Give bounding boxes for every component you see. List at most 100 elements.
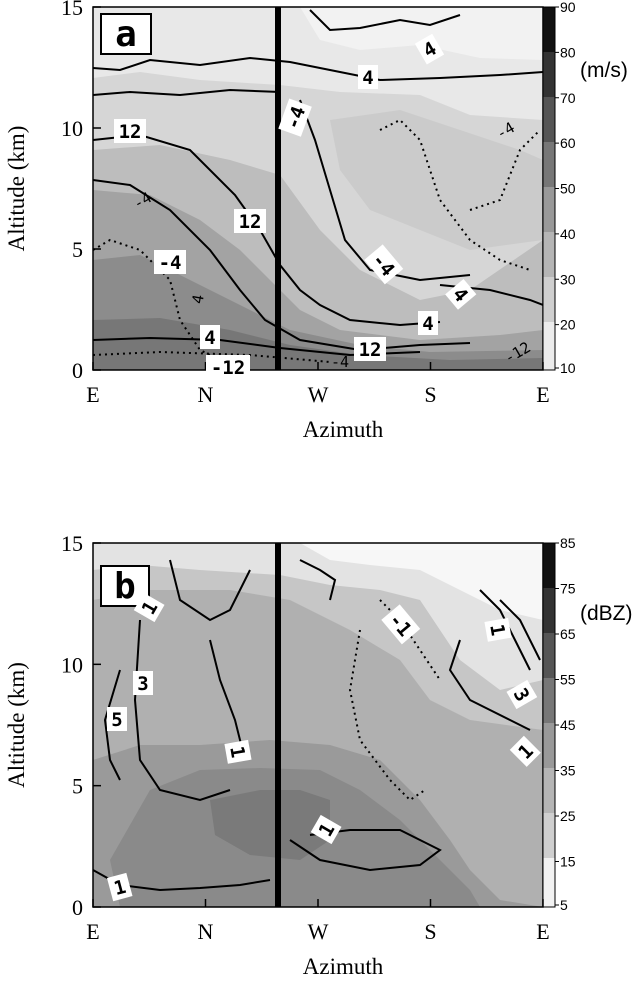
panel-a-contour-label-bg xyxy=(200,325,220,349)
panel-b-x-axis-title: Azimuth xyxy=(303,954,384,979)
panel-a-label: a xyxy=(115,14,137,55)
panel-a-contour-label: 12 xyxy=(354,337,386,361)
panel-a-contour-label-bg xyxy=(358,65,378,89)
panel-b-contour-label-bg xyxy=(484,617,512,642)
panel-a-y-tick-label: 5 xyxy=(72,237,83,262)
panel-b-colorbar-tick-label: 45 xyxy=(560,717,576,733)
panel-b-contour-label: 1 xyxy=(310,814,342,845)
panel-a-x-tick-label: W xyxy=(308,382,329,407)
panel-b-contour-label: 3 xyxy=(133,671,153,695)
panel-a-dotted-contours xyxy=(93,118,541,363)
panel-a-contour-label-text: 4 xyxy=(422,313,433,335)
panel-b-contour-label: 1 xyxy=(484,617,512,642)
panel-b-contour-label-bg xyxy=(133,592,165,623)
panel-b-colorbar-tick-label: 85 xyxy=(560,535,576,551)
panel-a-x-tick-label: E xyxy=(536,382,549,407)
panel-a-contour-label-text: 4 xyxy=(362,67,373,89)
panel-b-contour-label-text: 1 xyxy=(112,876,129,900)
panel-a-colorbar-tick-label: 40 xyxy=(560,226,576,242)
panel-b-x-tick-label: N xyxy=(198,919,214,944)
panel-b-divider-line xyxy=(275,543,281,907)
panel-a-contour-label-text: -12 xyxy=(211,357,245,379)
panel-a-contour-label: 12 xyxy=(114,119,146,143)
panel-b-contour-label-text: 1 xyxy=(225,744,249,759)
panel-a-contour-label: -4 xyxy=(278,98,312,137)
panel-b-colorbar-tick-label: 5 xyxy=(560,897,568,913)
panel-a-colorbar-tick-label: 60 xyxy=(560,135,576,151)
panel-b-x-tick-label: W xyxy=(308,919,329,944)
panel-a-contour-label-text: 12 xyxy=(359,339,382,361)
panel-a-x-tick-label: S xyxy=(424,382,436,407)
panel-a-contour-label: 4 xyxy=(200,325,220,349)
panel-a-contour-label: -4 xyxy=(154,250,186,274)
panel-b-x-tick-label: E xyxy=(86,919,99,944)
panel-a-contour-label-text: 4 xyxy=(204,327,215,349)
panel-a-contour-label: 4 xyxy=(418,311,438,335)
panel-a-small-contour-label: 4 xyxy=(188,293,207,305)
panel-b-dotted-contours xyxy=(348,599,441,802)
panel-b-contour-label-bg xyxy=(381,604,421,645)
panel-a-colorbar xyxy=(542,6,556,371)
panel-b-contour-label: 1 xyxy=(133,592,165,623)
panel-a-colorbar-tick-label: 80 xyxy=(560,44,576,60)
panel-a-contour-label: 4 xyxy=(445,278,477,310)
panel-a-contour-label-bg xyxy=(114,119,146,143)
panel-b-contour-label-bg xyxy=(310,814,342,845)
panel-a-small-contour-label: -4 xyxy=(331,353,349,371)
panel-b-colorbar-tick-label: 35 xyxy=(560,763,576,779)
panel-b-contour-label-text: 5 xyxy=(111,709,122,731)
panel-a-contour-label-bg xyxy=(234,209,266,233)
panel-b-contour-label-text: 3 xyxy=(137,673,148,695)
panel-a-colorbar-tick-label: 10 xyxy=(560,360,576,376)
panel-b-colorbar-tick-label: 65 xyxy=(560,626,576,642)
panel-a-x-tick-label: N xyxy=(198,382,214,407)
panel-a-contour-label-bg xyxy=(414,33,445,65)
panel-a-contour-label-bg xyxy=(354,337,386,361)
panel-b: b xyxy=(92,542,556,908)
panel-b-y-tick-label: 0 xyxy=(72,895,83,920)
panel-b-shading xyxy=(93,543,543,907)
panel-b-contour-label: 5 xyxy=(107,707,127,731)
panel-a-contour-label-text: -4 xyxy=(159,252,182,274)
panel-a-contour-label-bg xyxy=(445,278,477,310)
panel-a-contour-label-text: 12 xyxy=(119,121,142,143)
panel-b-contour-label-text: 1 xyxy=(485,622,509,637)
panel-a-contour-label-bg xyxy=(206,355,250,379)
panel-a-x-axis-title: Azimuth xyxy=(303,417,384,442)
panel-b-contour-label-bg xyxy=(106,872,133,902)
panel-a-contour-label: -12 xyxy=(206,355,250,379)
panel-a-y-tick-label: 15 xyxy=(61,0,83,20)
panel-a-colorbar-tick-label: 90 xyxy=(560,0,576,15)
panel-a-contour-label: 4 xyxy=(358,65,378,89)
panel-a-contour-label-bg xyxy=(418,311,438,335)
panel-a-contour-label-bg xyxy=(278,98,312,137)
panel-b-contour-label: 1 xyxy=(224,739,252,764)
panel-a: a xyxy=(92,6,556,371)
panel-b-colorbar-tick-label: 75 xyxy=(560,581,576,597)
panel-b-contour-label: 3 xyxy=(506,679,538,710)
panel-b-x-tick-label: E xyxy=(536,919,549,944)
panel-b-contour-label-bg xyxy=(509,735,541,767)
panel-b-y-axis-title: Altitude (km) xyxy=(4,662,29,788)
panel-a-label-box: a xyxy=(100,13,152,55)
panel-a-colorbar-tick-label: 70 xyxy=(560,90,576,106)
panel-b-colorbar-unit: (dBZ) xyxy=(580,602,633,625)
panel-a-contour-label-bg xyxy=(364,244,404,285)
panel-a-y-axis-title: Altitude (km) xyxy=(4,126,29,252)
panel-b-contour-label-bg xyxy=(107,707,127,731)
panel-b-contour-label-bg xyxy=(133,671,153,695)
panel-a-contour-label: 4 xyxy=(414,33,445,65)
panel-b-colorbar-tick-label: 25 xyxy=(560,808,576,824)
panel-b-x-tick-label: S xyxy=(424,919,436,944)
panel-b-contour-label-bg xyxy=(224,739,252,764)
panel-b-colorbar xyxy=(542,542,556,908)
panel-b-colorbar-tick-label: 55 xyxy=(560,672,576,688)
panel-b-contour-label: 1 xyxy=(509,735,541,767)
panel-b-y-tick-label: 15 xyxy=(61,531,83,556)
panel-a-y-tick-label: 10 xyxy=(61,116,83,141)
panel-b-contour-label: 1 xyxy=(106,872,133,902)
panel-b-contour-label-bg xyxy=(506,679,538,710)
panel-a-divider-line xyxy=(275,7,281,370)
panel-a-colorbar-unit: (m/s) xyxy=(580,59,628,82)
